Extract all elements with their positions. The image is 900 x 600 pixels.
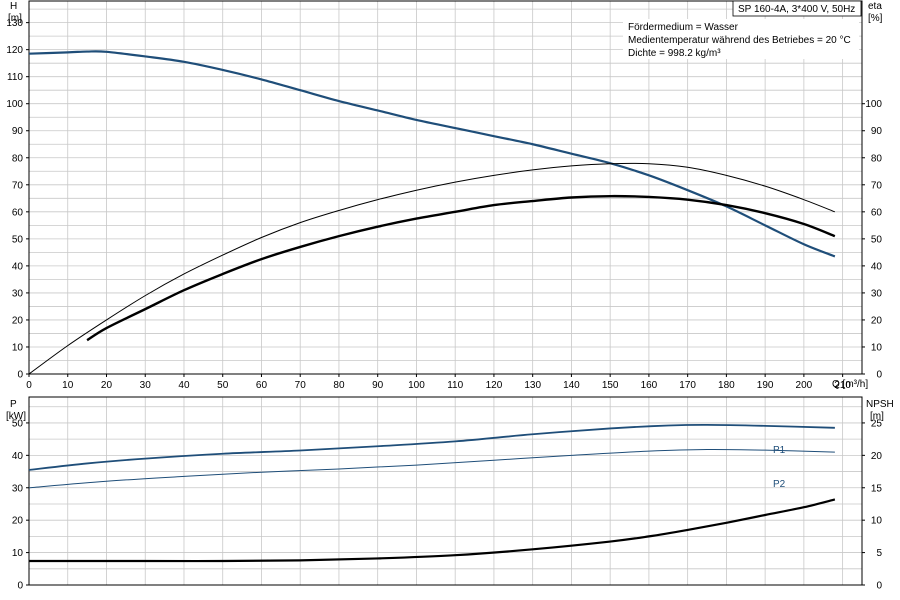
top-left-axis-title: H [10,1,17,12]
bottom-left-axis-title: P [10,399,17,410]
x-tick-label: 80 [333,380,345,391]
x-tick-label: 150 [602,380,619,391]
top-left-tick-label: 20 [12,315,24,326]
top-right-tick-label: 20 [871,315,883,326]
bottom-right-tick-label: 0 [876,581,882,592]
x-tick-label: 160 [641,380,658,391]
bottom-left-tick-label: 40 [12,451,24,462]
top-right-tick-label: 0 [876,370,882,381]
x-tick-label: 200 [796,380,813,391]
top-left-tick-label: 80 [12,153,24,164]
x-tick-label: 0 [26,380,32,391]
x-tick-label: 100 [408,380,425,391]
top-right-axis-unit: [%] [868,13,883,24]
bottom-left-tick-label: 10 [12,548,24,559]
top-right-tick-label: 70 [871,180,883,191]
top-right-tick-label: 30 [871,288,883,299]
x-tick-label: 40 [178,380,190,391]
bottom-panel-ticks: 0 10 20 30 40 50 0 5 10 15 20 25 [12,418,883,591]
top-left-axis-unit: [m] [8,13,22,24]
annotation-temperature: Medientemperatur während des Betriebes =… [628,35,851,46]
top-right-axis-title: eta [868,1,882,12]
series-label-p2: P2 [773,479,786,490]
top-left-tick-label: 120 [6,45,23,56]
top-left-tick-label: 90 [12,126,24,137]
top-right-tick-label: 60 [871,207,883,218]
bottom-right-tick-label: 10 [871,516,883,527]
top-left-tick-label: 30 [12,288,24,299]
x-tick-label: 140 [563,380,580,391]
title-box [732,0,862,17]
x-tick-label: 180 [718,380,735,391]
annotation-density: Dichte = 998.2 kg/m³ [628,48,721,59]
head-curve [28,50,836,258]
top-panel-series [28,50,836,375]
bottom-left-tick-label: 30 [12,483,24,494]
x-tick-label: 130 [524,380,541,391]
bottom-panel-grid [28,396,863,586]
top-left-tick-label: 10 [12,342,24,353]
bottom-left-tick-label: 20 [12,516,24,527]
bottom-panel-series [28,423,836,563]
top-panel-frame [28,0,863,375]
top-panel-ticks: 0 10 20 30 40 50 60 70 80 90 100 110 120 130 140 150 160… [6,18,882,391]
top-left-tick-label: 70 [12,180,24,191]
top-left-tick-label: 50 [12,234,24,245]
x-tick-label: 70 [295,380,307,391]
x-tick-label: 120 [486,380,503,391]
annotation-box [623,19,859,59]
power-p2-curve [28,448,835,489]
bottom-right-tick-label: 25 [871,418,883,429]
x-tick-label: 90 [372,380,384,391]
x-tick-label: 190 [757,380,774,391]
x-tick-label: 170 [679,380,696,391]
bottom-right-axis-title: NPSH [866,399,894,410]
top-left-tick-label: 100 [6,99,23,110]
top-left-tick-label: 130 [6,18,23,29]
x-tick-label: 110 [447,380,463,391]
x-axis-title: Q [m³/h] [832,379,868,390]
x-tick-label: 20 [101,380,113,391]
annotation-medium: Fördermedium = Wasser [628,22,739,33]
power-p1-curve [28,423,835,471]
top-right-tick-label: 50 [871,234,883,245]
top-left-tick-label: 0 [17,370,23,381]
x-tick-label: 50 [217,380,229,391]
x-tick-label: 60 [256,380,268,391]
bottom-right-tick-label: 20 [871,451,883,462]
x-tick-label: 30 [140,380,152,391]
bottom-right-axis-unit: [m] [870,411,884,422]
top-right-tick-label: 10 [871,342,883,353]
x-tick-label: 210 [834,380,851,391]
bottom-panel-frame [28,396,863,586]
bottom-right-tick-label: 5 [876,548,882,559]
bottom-left-axis-unit: [kW] [6,411,26,422]
bottom-left-tick-label: 0 [17,581,23,592]
top-right-tick-label: 90 [871,126,883,137]
top-left-tick-label: 60 [12,207,24,218]
bottom-right-tick-label: 15 [871,483,883,494]
efficiency-curve-thick [86,194,836,342]
top-left-tick-label: 110 [7,72,23,83]
series-label-p1: P1 [773,445,786,456]
top-right-tick-label: 40 [871,261,883,272]
top-right-tick-label: 80 [871,153,883,164]
bottom-left-tick-label: 50 [12,418,24,429]
x-tick-label: 10 [62,380,74,391]
npsh-curve [29,498,836,563]
top-left-tick-label: 40 [12,261,24,272]
top-right-tick-label: 100 [865,99,882,110]
chart-title: SP 160-4A, 3*400 V, 50Hz [738,4,855,15]
efficiency-curve-thin [28,162,836,375]
